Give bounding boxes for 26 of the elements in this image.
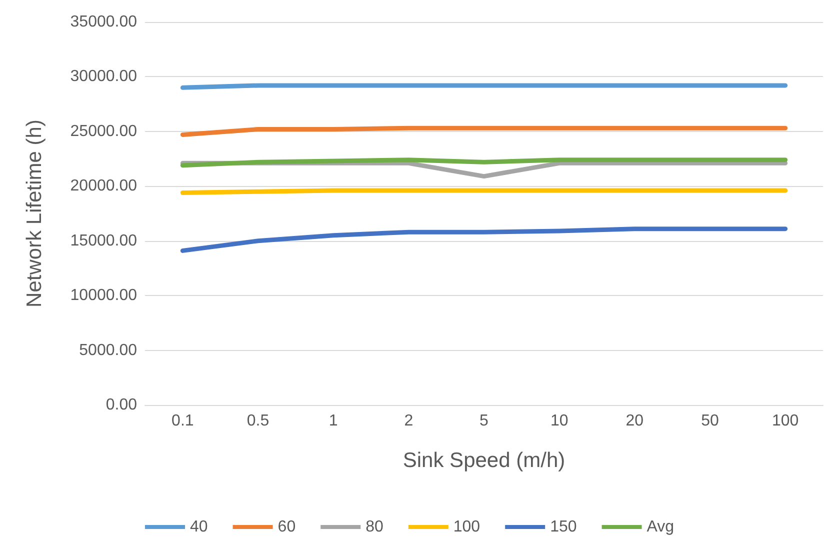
x-tick-label: 100: [772, 412, 799, 430]
x-tick-label: 20: [626, 412, 644, 430]
y-tick-label: 20000.00: [70, 178, 138, 195]
x-tick-label: 5: [480, 412, 489, 430]
legend-label: 100: [453, 518, 480, 536]
y-tick-label: 5000.00: [79, 342, 138, 359]
x-tick-label: 10: [550, 412, 568, 430]
y-tick-label: 0.00: [106, 396, 138, 414]
y-tick-label: 15000.00: [70, 232, 138, 250]
legend-label: Avg: [646, 518, 674, 536]
legend-label: 150: [550, 518, 577, 536]
legend-label: 40: [190, 518, 208, 536]
y-tick-label: 30000.00: [70, 68, 138, 86]
legend-label: 60: [278, 518, 296, 536]
y-tick-label: 10000.00: [70, 287, 138, 304]
x-tick-label: 0.5: [246, 412, 270, 430]
x-tick-label: 2: [404, 412, 414, 430]
x-axis-title: Sink Speed (m/h): [402, 449, 566, 472]
x-tick-label: 1: [328, 412, 338, 430]
line-series: [180, 226, 788, 253]
y-axis-title: Network Lifetime (h): [23, 120, 46, 308]
y-tick-label: 25000.00: [70, 122, 138, 140]
y-tick-label: 35000.00: [70, 14, 138, 30]
x-tick-label: 50: [701, 412, 719, 430]
x-tick-label: 0.1: [172, 412, 194, 430]
legend-label: 80: [366, 518, 384, 536]
